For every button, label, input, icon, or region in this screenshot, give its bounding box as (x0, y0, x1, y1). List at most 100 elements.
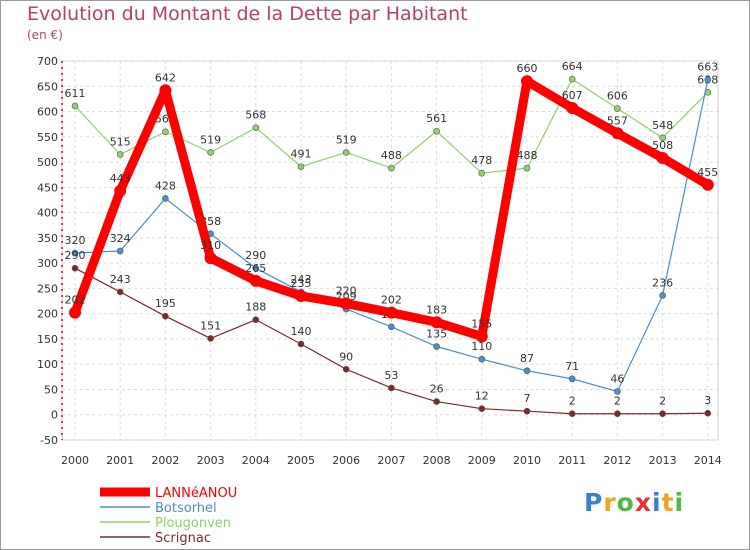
y-tick-label: 250 (37, 282, 58, 295)
data-label: 12 (475, 390, 489, 403)
x-tick-label: 2000 (61, 454, 89, 467)
data-point (568, 375, 576, 383)
data-point (478, 405, 486, 412)
data-point (523, 367, 531, 375)
data-label: 235 (291, 277, 312, 290)
data-label: 243 (110, 273, 131, 286)
data-point (521, 75, 533, 88)
data-label: 561 (426, 112, 447, 125)
data-label: 243 (291, 273, 312, 286)
data-point (342, 365, 350, 373)
data-point (204, 252, 217, 265)
data-label: 46 (610, 372, 624, 385)
logo-letter: o (616, 488, 635, 517)
y-tick-label: 500 (37, 156, 58, 169)
data-label: 488 (517, 149, 538, 162)
data-label: 606 (607, 90, 628, 103)
y-tick-label: 400 (37, 207, 58, 220)
data-label: 183 (426, 303, 447, 316)
data-point (475, 330, 488, 343)
data-label: 290 (245, 249, 266, 262)
data-label: 491 (291, 148, 312, 161)
data-point (249, 274, 262, 287)
data-point (478, 355, 486, 363)
data-label: 515 (110, 135, 131, 148)
data-point (385, 306, 398, 319)
data-label: 310 (200, 239, 221, 252)
legend-label: Botsorhel (155, 501, 217, 516)
y-tick-label: 650 (37, 80, 58, 93)
legend-label: Scrignac (155, 531, 211, 546)
data-point (71, 102, 79, 110)
data-point (659, 134, 666, 142)
data-point (71, 249, 79, 257)
data-point (116, 288, 124, 296)
legend-label: LANNéANOU (155, 486, 237, 501)
data-label: 320 (65, 234, 86, 247)
x-tick-label: 2008 (423, 454, 451, 467)
x-tick-label: 2011 (558, 454, 586, 467)
data-point (252, 316, 260, 324)
data-point (388, 384, 395, 392)
data-point (523, 164, 531, 172)
data-label: 664 (562, 60, 583, 73)
y-tick-label: 100 (37, 358, 58, 371)
y-tick-label: 700 (37, 55, 58, 68)
data-point (71, 264, 79, 272)
data-point (207, 335, 214, 342)
x-tick-label: 2004 (242, 454, 270, 467)
proxiti-logo: Proxiti (584, 488, 684, 517)
data-label: 2 (659, 395, 666, 408)
data-point (701, 178, 714, 191)
data-point (342, 149, 350, 156)
data-point (614, 105, 621, 112)
data-point (252, 264, 260, 272)
data-point (430, 316, 443, 329)
data-point (704, 409, 712, 417)
data-label: 236 (652, 276, 673, 289)
data-point (114, 184, 127, 197)
y-tick-label: 450 (37, 181, 58, 194)
data-point (388, 323, 395, 331)
data-point (568, 410, 576, 418)
data-label: 7 (524, 392, 531, 405)
data-point (162, 195, 169, 202)
x-tick-label: 2007 (377, 454, 405, 467)
logo-letter: t (661, 488, 675, 517)
x-tick-label: 2009 (468, 454, 496, 467)
logo-letter: x (634, 488, 652, 517)
data-label: 428 (155, 179, 176, 192)
data-label: 220 (336, 285, 357, 298)
data-label: 660 (517, 62, 538, 75)
x-tick-label: 2005 (287, 454, 315, 467)
data-point (568, 75, 576, 83)
y-tick-label: 150 (37, 333, 58, 346)
data-label: 155 (471, 317, 492, 330)
data-label: 2 (614, 395, 621, 408)
data-label: 519 (200, 133, 221, 146)
data-label: 151 (200, 319, 221, 332)
data-label: 110 (471, 340, 492, 353)
logo-letter: r (603, 488, 617, 517)
data-label: 202 (65, 294, 86, 307)
data-point (523, 407, 531, 415)
x-tick-label: 2002 (151, 454, 179, 467)
data-label: 324 (110, 232, 131, 245)
data-label: 87 (520, 352, 534, 365)
data-label: 71 (565, 360, 579, 373)
data-label: 611 (65, 87, 86, 100)
data-label: 202 (381, 294, 402, 307)
data-point (207, 149, 214, 156)
data-label: 2 (569, 395, 576, 408)
data-label: 290 (65, 249, 86, 262)
data-point (69, 306, 81, 319)
data-label: 195 (155, 297, 176, 310)
logo-letter: i (674, 488, 685, 517)
data-point (116, 151, 124, 158)
data-label: 443 (110, 172, 131, 185)
data-point (659, 292, 666, 299)
y-tick-label: 300 (37, 257, 58, 270)
data-label: 508 (652, 139, 673, 152)
data-point (295, 289, 307, 302)
data-point (252, 124, 260, 132)
